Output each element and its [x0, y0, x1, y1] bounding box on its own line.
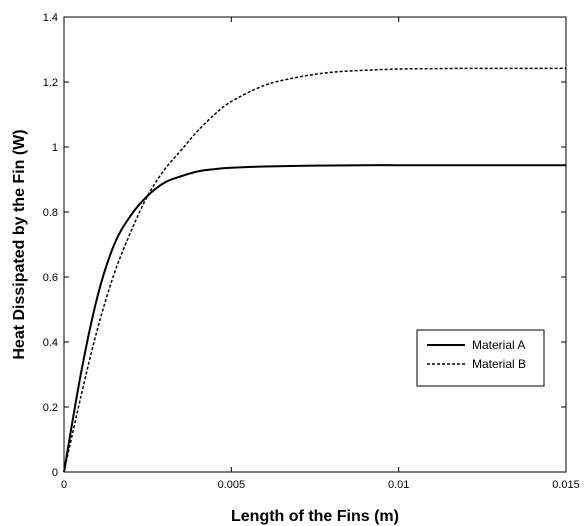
y-tick-label: 1.2 — [43, 77, 58, 89]
series-line-material-b — [63, 67, 566, 473]
y-tick-label: 0.4 — [43, 337, 58, 349]
legend-box — [416, 329, 545, 387]
x-tick-label: 0.01 — [388, 479, 409, 491]
y-tick-label: 0.8 — [43, 207, 58, 219]
legend-label: Material B — [472, 357, 526, 371]
x-tick-label: 0 — [61, 479, 67, 491]
y-tick-label: 0 — [52, 467, 58, 479]
y-tick-label: 1 — [52, 142, 58, 154]
x-axis-title: Length of the Fins (m) — [231, 508, 399, 525]
x-tick-label: 0.015 — [552, 479, 580, 491]
axes: 0 0.005 0.01 0.015 0 0.2 0.4 0.6 0.8 1 1.2 1.4 — [43, 12, 580, 491]
series-lines — [63, 67, 566, 473]
x-tick-label: 0.005 — [218, 479, 246, 491]
y-tick-label: 0.2 — [43, 402, 58, 414]
y-tick-label: 0.6 — [43, 272, 58, 284]
legend-label: Material A — [472, 338, 525, 352]
y-axis-title: Heat Dissipated by the Fin (W) — [11, 129, 28, 359]
plot-area — [63, 16, 567, 473]
legend: Material A Material B — [416, 329, 545, 387]
plot-frame — [63, 16, 567, 473]
y-tick-label: 1.4 — [43, 12, 58, 24]
series-line-material-a — [63, 164, 566, 473]
